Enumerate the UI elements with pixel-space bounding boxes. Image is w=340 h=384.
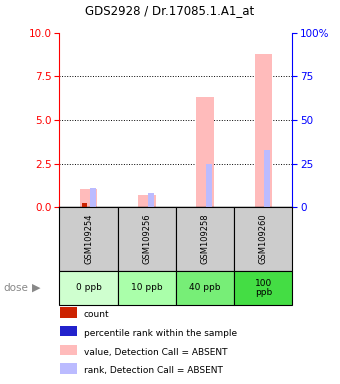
Bar (118, 207, 176, 271)
Bar (60, 307, 77, 318)
Text: value, Detection Call = ABSENT: value, Detection Call = ABSENT (84, 348, 227, 357)
Bar (90, 188, 96, 207)
Bar (196, 97, 214, 207)
Bar (148, 194, 154, 207)
Text: 40 ppb: 40 ppb (189, 283, 221, 293)
Text: GDS2928 / Dr.17085.1.A1_at: GDS2928 / Dr.17085.1.A1_at (85, 4, 255, 17)
Bar (255, 54, 272, 207)
Bar (206, 164, 212, 207)
Text: dose: dose (3, 283, 28, 293)
Bar (118, 271, 176, 305)
Text: count: count (84, 310, 109, 319)
Bar (80, 189, 97, 207)
Bar (59, 271, 118, 305)
Text: GSM109260: GSM109260 (259, 214, 268, 264)
Text: ▶: ▶ (32, 283, 41, 293)
Bar (138, 195, 156, 207)
Text: 10 ppb: 10 ppb (131, 283, 163, 293)
Text: GSM109258: GSM109258 (201, 214, 209, 264)
Text: 100
ppb: 100 ppb (255, 279, 272, 297)
Bar (265, 150, 270, 207)
Bar (60, 326, 77, 336)
Text: 0 ppb: 0 ppb (76, 283, 102, 293)
Bar (82, 203, 87, 207)
Bar (176, 271, 234, 305)
Bar (234, 207, 292, 271)
Text: GSM109254: GSM109254 (84, 214, 93, 264)
Bar (60, 364, 77, 374)
Bar (176, 207, 234, 271)
Bar (234, 271, 292, 305)
Bar (59, 207, 118, 271)
Text: GSM109256: GSM109256 (142, 214, 151, 264)
Text: rank, Detection Call = ABSENT: rank, Detection Call = ABSENT (84, 366, 223, 375)
Bar (60, 345, 77, 355)
Text: percentile rank within the sample: percentile rank within the sample (84, 329, 237, 338)
